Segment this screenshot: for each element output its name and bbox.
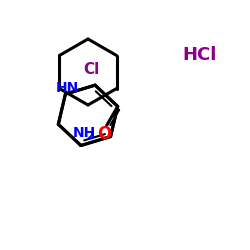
Text: NH: NH — [72, 126, 96, 140]
Text: 2: 2 — [86, 131, 94, 141]
Text: HCl: HCl — [183, 46, 217, 64]
Text: Cl: Cl — [83, 62, 99, 76]
Text: O: O — [98, 126, 112, 144]
Text: HN: HN — [56, 81, 79, 95]
